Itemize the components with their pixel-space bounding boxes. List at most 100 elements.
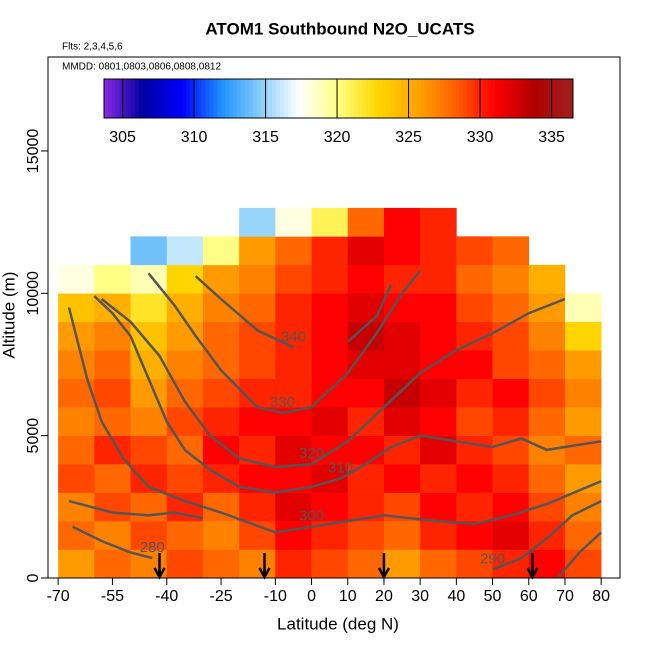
contour-label: 310	[328, 459, 353, 476]
heat-cell	[130, 407, 168, 436]
flight-marker	[153, 553, 166, 580]
colorbar-swatch	[295, 79, 300, 118]
colorbar-swatch	[123, 79, 128, 118]
colorbar-swatch	[569, 79, 574, 118]
colorbar-swatch	[111, 79, 117, 118]
heat-cell	[275, 264, 312, 294]
y-tick-label: 15000	[25, 129, 42, 174]
heat-cell	[94, 321, 131, 351]
colorbar-swatch	[436, 79, 441, 118]
colorbar-swatch	[463, 79, 468, 118]
x-tick-label: 50	[484, 588, 502, 605]
heat-cell	[94, 378, 131, 408]
heat-cell	[420, 378, 457, 408]
x-tick-label: 40	[447, 588, 465, 605]
heat-cell	[239, 407, 276, 436]
heat-cell	[130, 521, 168, 550]
colorbar-swatch	[139, 79, 144, 118]
heat-cell	[492, 350, 530, 380]
colorbar-swatch	[393, 79, 398, 118]
colorbar-swatch	[412, 79, 418, 118]
heat-cell	[311, 549, 349, 579]
colorbar-swatch	[170, 79, 175, 118]
heat-cell	[528, 378, 566, 408]
heat-cell	[130, 236, 168, 266]
colorbar-swatch	[303, 79, 308, 118]
colorbar-swatch	[455, 79, 461, 118]
y-tick-label: 0	[25, 573, 42, 582]
heat-cell	[383, 236, 421, 266]
heat-cell	[456, 549, 493, 579]
colorbar-swatch	[193, 79, 199, 118]
x-tick-label: 20	[375, 588, 393, 605]
heat-cell	[420, 492, 457, 522]
colorbar-swatch	[225, 79, 230, 118]
heat-cell	[130, 464, 168, 493]
heat-cell	[492, 236, 530, 266]
contour-line	[194, 275, 393, 349]
heat-cell	[347, 464, 385, 493]
colorbar-swatch	[189, 79, 195, 118]
x-tick-label: 0	[307, 588, 316, 605]
x-tick-label: -70	[47, 588, 70, 605]
colorbar-swatch	[201, 79, 207, 118]
heat-cell	[58, 264, 95, 294]
colorbar-swatch	[526, 79, 531, 118]
colorbar-swatch	[354, 79, 359, 118]
heat-cell	[130, 435, 168, 465]
colorbar-swatch	[479, 79, 484, 118]
colorbar-swatch	[342, 79, 347, 118]
heat-cell	[383, 464, 421, 493]
heat-cell	[528, 293, 566, 323]
heat-cell	[239, 350, 276, 380]
colorbar-swatch	[143, 79, 148, 118]
colorbar-swatch	[389, 79, 394, 118]
heat-cell	[202, 549, 240, 579]
heat-cell	[383, 350, 421, 380]
colorbar-swatch	[358, 79, 363, 118]
heat-cell	[564, 321, 602, 351]
heat-cell	[202, 435, 240, 465]
heat-cell	[275, 236, 312, 266]
colorbar-swatch	[166, 79, 171, 118]
heat-cell	[456, 350, 493, 380]
heat-cell	[94, 407, 131, 436]
heat-cell	[456, 407, 493, 436]
heat-cell	[492, 264, 530, 294]
colorbar-swatch	[330, 79, 336, 118]
heat-cell	[383, 549, 421, 579]
heat-cell	[528, 464, 566, 493]
colorbar-swatch	[236, 79, 242, 118]
contour-label: 300	[299, 508, 324, 525]
colorbar-swatch	[553, 79, 558, 118]
colorbar-swatch	[104, 79, 109, 118]
heat-cell	[130, 492, 168, 522]
colorbar-tick-label: 325	[395, 129, 422, 146]
heat-cell	[94, 264, 131, 294]
x-tick-label: -10	[264, 588, 287, 605]
colorbar-swatch	[483, 79, 488, 118]
colorbar-swatch	[229, 79, 234, 118]
heat-cell	[564, 378, 602, 408]
flight-marker	[526, 553, 539, 580]
colorbar-swatch	[494, 79, 500, 118]
heat-cell	[166, 350, 204, 380]
heat-cell	[130, 350, 168, 380]
colorbar-swatch	[498, 79, 504, 118]
colorbar-swatch	[350, 79, 355, 118]
colorbar-swatch	[146, 79, 152, 118]
heat-cell	[166, 293, 204, 323]
heat-cell	[239, 549, 276, 579]
colorbar: 305 310 315 320 325 330 335	[103, 78, 574, 146]
heat-cell	[456, 264, 493, 294]
heat-cell	[528, 407, 566, 436]
heat-cell	[347, 293, 385, 323]
heat-cell	[420, 464, 457, 493]
contour-line	[147, 269, 422, 415]
heat-cell	[58, 435, 95, 465]
colorbar-swatch	[444, 79, 449, 118]
x-tick-label: 60	[520, 588, 538, 605]
colorbar-swatch	[244, 79, 250, 118]
